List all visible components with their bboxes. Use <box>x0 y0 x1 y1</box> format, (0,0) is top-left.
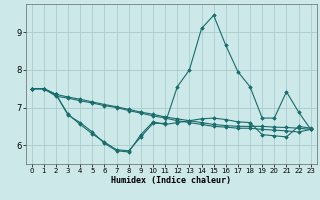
X-axis label: Humidex (Indice chaleur): Humidex (Indice chaleur) <box>111 176 231 185</box>
